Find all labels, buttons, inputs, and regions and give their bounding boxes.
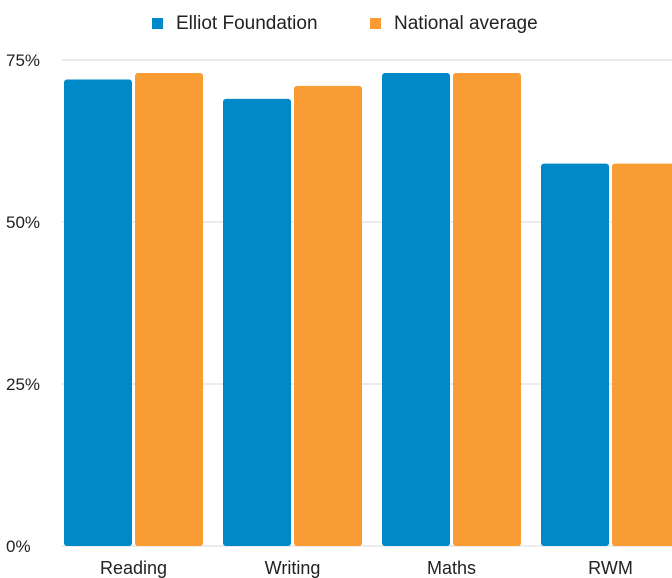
bar-rwm-elliot-foundation	[541, 163, 609, 546]
y-tick-label: 75%	[6, 51, 40, 70]
x-tick-label-reading: Reading	[100, 558, 167, 578]
x-tick-label-maths: Maths	[427, 558, 476, 578]
y-axis-ticks: 0% 25% 50% 75%	[6, 51, 40, 556]
bar-writing-elliot-foundation	[223, 98, 291, 546]
y-tick-label: 50%	[6, 213, 40, 232]
bar-rwm-national-average	[612, 163, 672, 546]
legend-swatch-elliot-foundation	[152, 18, 163, 29]
legend: Elliot Foundation National average	[152, 13, 538, 34]
x-tick-label-rwm: RWM	[588, 558, 633, 578]
x-tick-label-writing: Writing	[265, 558, 321, 578]
bar-maths-national-average	[453, 72, 521, 547]
bar-maths-elliot-foundation	[382, 72, 450, 547]
y-tick-label: 25%	[6, 375, 40, 394]
bar-reading-national-average	[135, 72, 203, 547]
bar-reading-elliot-foundation	[64, 79, 132, 546]
bar-writing-national-average	[294, 85, 362, 547]
legend-label-elliot-foundation: Elliot Foundation	[176, 13, 318, 34]
bars	[64, 72, 672, 547]
legend-label-national-average: National average	[394, 13, 538, 34]
y-tick-label: 0%	[6, 537, 31, 556]
legend-swatch-national-average	[370, 18, 381, 29]
x-axis-labels: Reading Writing Maths RWM	[100, 558, 633, 578]
